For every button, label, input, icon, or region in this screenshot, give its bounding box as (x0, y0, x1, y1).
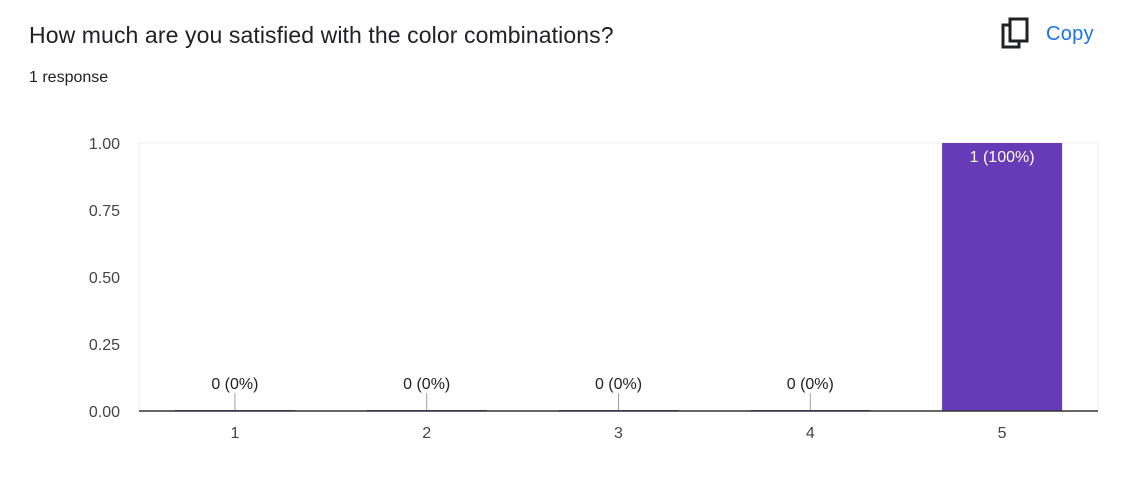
y-tick-label: 0.50 (89, 270, 120, 287)
x-tick-label: 1 (230, 425, 239, 442)
bar (942, 143, 1063, 411)
data-label: 0 (0%) (403, 376, 450, 393)
x-tick-label: 4 (806, 425, 815, 442)
y-tick-label: 1.00 (89, 136, 120, 153)
data-label: 0 (0%) (595, 376, 642, 393)
response-count: 1 response (29, 69, 109, 86)
y-tick-label: 0.75 (89, 203, 120, 220)
data-label: 0 (0%) (211, 376, 258, 393)
y-tick-label: 0.00 (89, 404, 120, 421)
copy-icon (1000, 17, 1030, 51)
copy-label: Copy (1046, 22, 1094, 45)
question-title: How much are you satisfied with the colo… (29, 22, 614, 48)
data-label: 1 (100%) (970, 149, 1035, 166)
x-tick-label: 2 (422, 425, 431, 442)
data-label: 0 (0%) (787, 376, 834, 393)
y-tick-label: 0.25 (89, 337, 120, 354)
x-tick-label: 5 (998, 425, 1007, 442)
copy-button[interactable]: Copy (1000, 16, 1094, 52)
x-tick-label: 3 (614, 425, 623, 442)
